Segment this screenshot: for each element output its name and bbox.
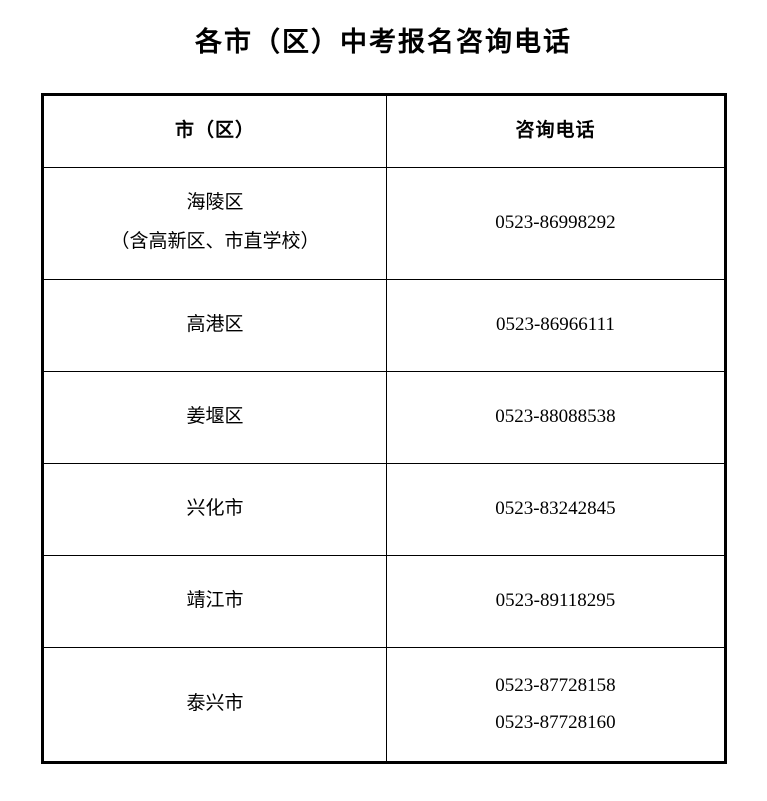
phone-cell: 0523-86998292 (387, 168, 724, 280)
district-subnote: （含高新区、市直学校） (50, 221, 381, 263)
district-name: 姜堰区 (186, 406, 243, 427)
phone-number: 0523-88088538 (393, 399, 717, 435)
table-row: 高港区 0523-86966111 (43, 280, 724, 372)
district-cell: 高港区 (43, 280, 387, 372)
table-row: 海陵区 （含高新区、市直学校） 0523-86998292 (43, 168, 724, 280)
district-cell: 靖江市 (43, 556, 387, 648)
district-cell: 海陵区 （含高新区、市直学校） (43, 168, 387, 280)
table-row: 靖江市 0523-89118295 (43, 556, 724, 648)
phone-number: 0523-89118295 (393, 583, 717, 619)
table-header-row: 市（区） 咨询电话 (43, 96, 724, 168)
district-name: 海陵区 (186, 192, 243, 213)
phone-cell: 0523-83242845 (387, 464, 724, 556)
phone-number: 0523-87728160 (393, 705, 717, 741)
page-title: 各市（区）中考报名咨询电话 (0, 20, 767, 59)
phone-number: 0523-86966111 (393, 307, 717, 343)
phone-number: 0523-83242845 (393, 491, 717, 527)
phone-cell: 0523-88088538 (387, 372, 724, 464)
table-row: 姜堰区 0523-88088538 (43, 372, 724, 464)
phone-number: 0523-86998292 (393, 205, 717, 241)
phone-cell: 0523-89118295 (387, 556, 724, 648)
district-cell: 泰兴市 (43, 648, 387, 762)
phone-table: 市（区） 咨询电话 海陵区 （含高新区、市直学校） 0523-86998292 高港区… (43, 95, 725, 762)
phone-cell: 0523-86966111 (387, 280, 724, 372)
district-cell: 姜堰区 (43, 372, 387, 464)
district-name: 泰兴市 (186, 693, 243, 714)
phone-table-wrap: 市（区） 咨询电话 海陵区 （含高新区、市直学校） 0523-86998292 高港区… (41, 93, 727, 764)
district-cell: 兴化市 (43, 464, 387, 556)
table-row: 兴化市 0523-83242845 (43, 464, 724, 556)
phone-cell: 0523-877281580523-87728160 (387, 648, 724, 762)
document-page: 各市（区）中考报名咨询电话 市（区） 咨询电话 海陵区 （含高新区、市直学校） 05… (0, 0, 767, 782)
district-name: 兴化市 (186, 498, 243, 519)
table-row: 泰兴市 0523-877281580523-87728160 (43, 648, 724, 762)
district-name: 靖江市 (186, 590, 243, 611)
phone-number: 0523-87728158 (393, 668, 717, 704)
col-phone: 咨询电话 (387, 96, 724, 168)
district-name: 高港区 (186, 314, 243, 335)
col-district: 市（区） (43, 96, 387, 168)
